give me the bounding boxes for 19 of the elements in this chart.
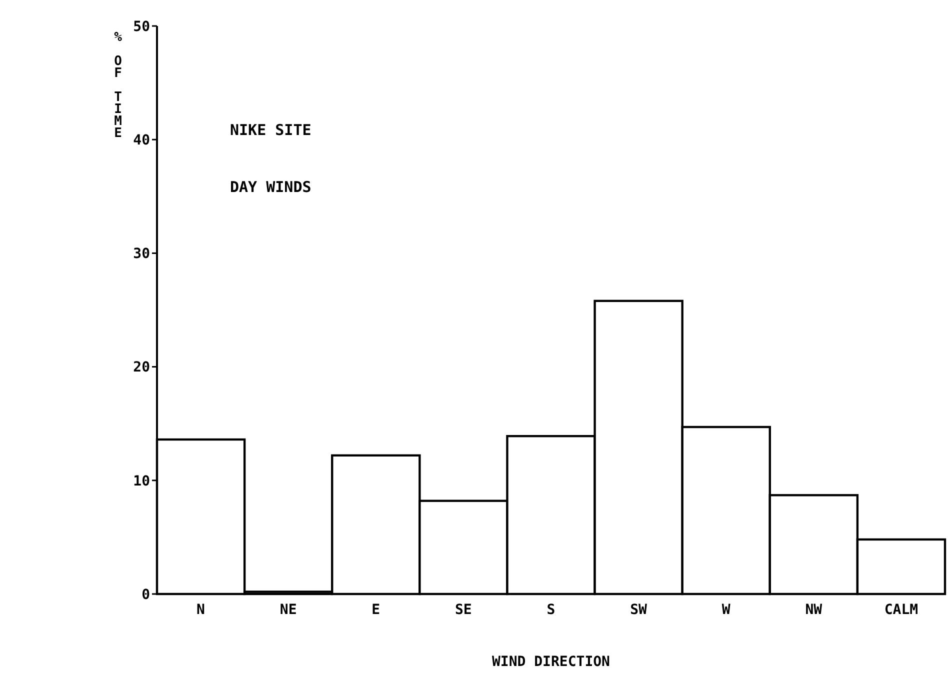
y-tick-label: 20 [133, 360, 150, 376]
text: NIKE SITE [230, 121, 312, 139]
y-tick-label: 10 [133, 473, 150, 490]
y-tick-label: 30 [133, 246, 150, 262]
text: DAY WINDS [230, 178, 312, 196]
x-tick-label: N [196, 602, 205, 618]
x-tick-label: SE [455, 602, 472, 618]
x-tick-label: SW [630, 602, 648, 618]
x-tick-label: CALM [884, 602, 918, 618]
x-axis-title: WIND DIRECTION [492, 654, 610, 670]
x-tick-label: S [546, 602, 556, 618]
y-axis-title: % OF TIME [110, 30, 126, 138]
y-tick-label: 40 [133, 132, 150, 148]
x-tick-label: W [722, 602, 731, 618]
x-tick-label: NW [805, 602, 823, 618]
x-tick-label: NE [280, 602, 297, 618]
y-tick-label: 50 [133, 18, 150, 35]
y-tick-label: 0 [142, 586, 150, 603]
x-tick-label: E [372, 602, 380, 618]
